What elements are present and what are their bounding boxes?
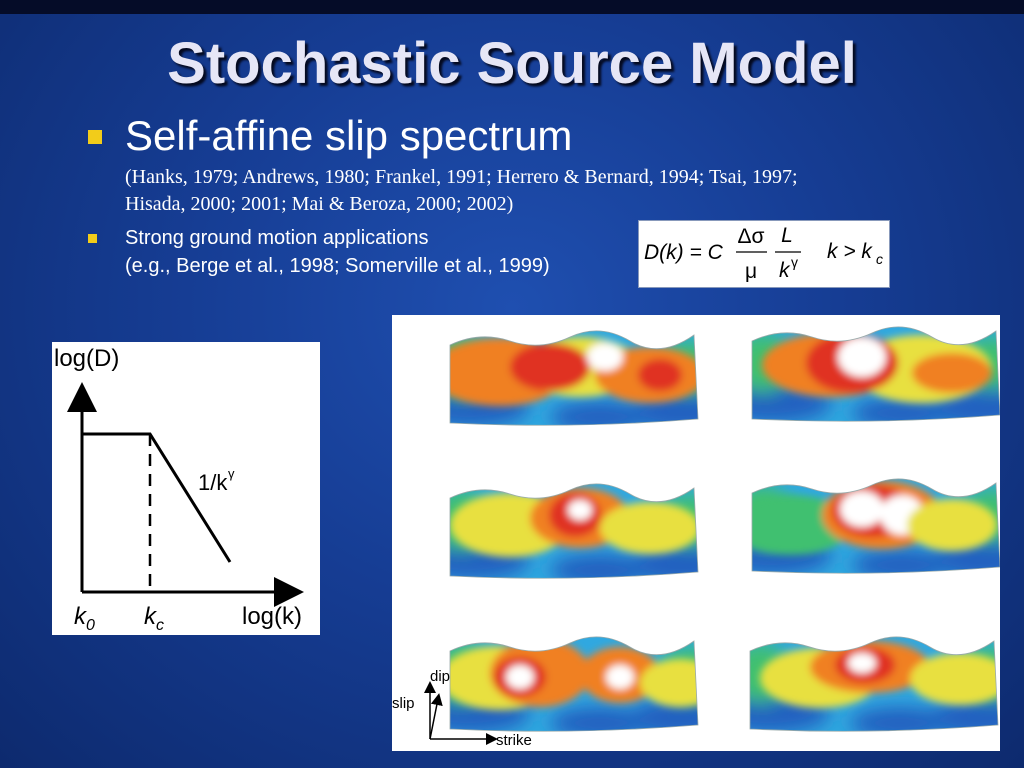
bullet-square-icon [88,130,102,144]
formula-condition: k > k [827,240,873,263]
formula-condition-sub: c [876,251,883,267]
axis-strike-label: strike [496,732,532,749]
slope-label: 1/k [198,470,228,495]
slope-label-exp: γ [228,466,235,481]
axes-indicator: dip slip strike [392,668,532,749]
bullet-1-references: (Hanks, 1979; Andrews, 1980; Frankel, 19… [125,164,925,218]
spectrum-curve [82,432,232,563]
axis-dip-label: dip [430,668,450,685]
bullet-2: Strong ground motion applications (e.g.,… [125,224,550,280]
slip-distributions-figure: dip slip strike [392,315,1001,751]
top-band [0,0,1024,14]
formula-den-2-base: k [779,259,791,282]
bullet-square-small-icon [88,234,97,243]
tick-kc-sub: c [156,617,164,634]
tick-kc: k [144,603,158,630]
references-line-2: Hisada, 2000; 2001; Mai & Beroza, 2000; … [125,193,514,215]
bullet-2-line-2: (e.g., Berge et al., 1998; Somerville et… [125,255,550,277]
slip-panel-5 [449,636,699,732]
slip-panel-3 [449,483,699,579]
y-axis-label: log(D) [54,345,119,372]
slip-panel-6 [749,636,999,732]
spectrum-formula: D(k) = C Δσ μ L k γ k > k c [638,220,890,288]
formula-den-1: μ [745,260,757,283]
axis-slip-label: slip [392,695,415,712]
slip-panel-2 [751,326,1001,422]
bullet-1-heading: Self-affine slip spectrum [125,112,573,159]
tick-k0: k [74,603,88,630]
x-axis-label: log(k) [242,603,302,630]
bullet-2-line-1: Strong ground motion applications [125,227,429,249]
spectrum-schematic: log(D) 1/k γ k 0 k c log(k) [52,342,320,635]
formula-num-2: L [781,224,793,247]
formula-num-1: Δσ [738,225,765,248]
slide-title: Stochastic Source Model [167,31,857,96]
formula-den-2-exp: γ [791,254,798,270]
slip-panel-4 [751,478,1001,574]
tick-k0-sub: 0 [86,617,95,634]
formula-lhs: D(k) = C [644,241,724,264]
slip-panel-1 [449,330,699,426]
references-line-1: (Hanks, 1979; Andrews, 1980; Frankel, 19… [125,166,798,188]
